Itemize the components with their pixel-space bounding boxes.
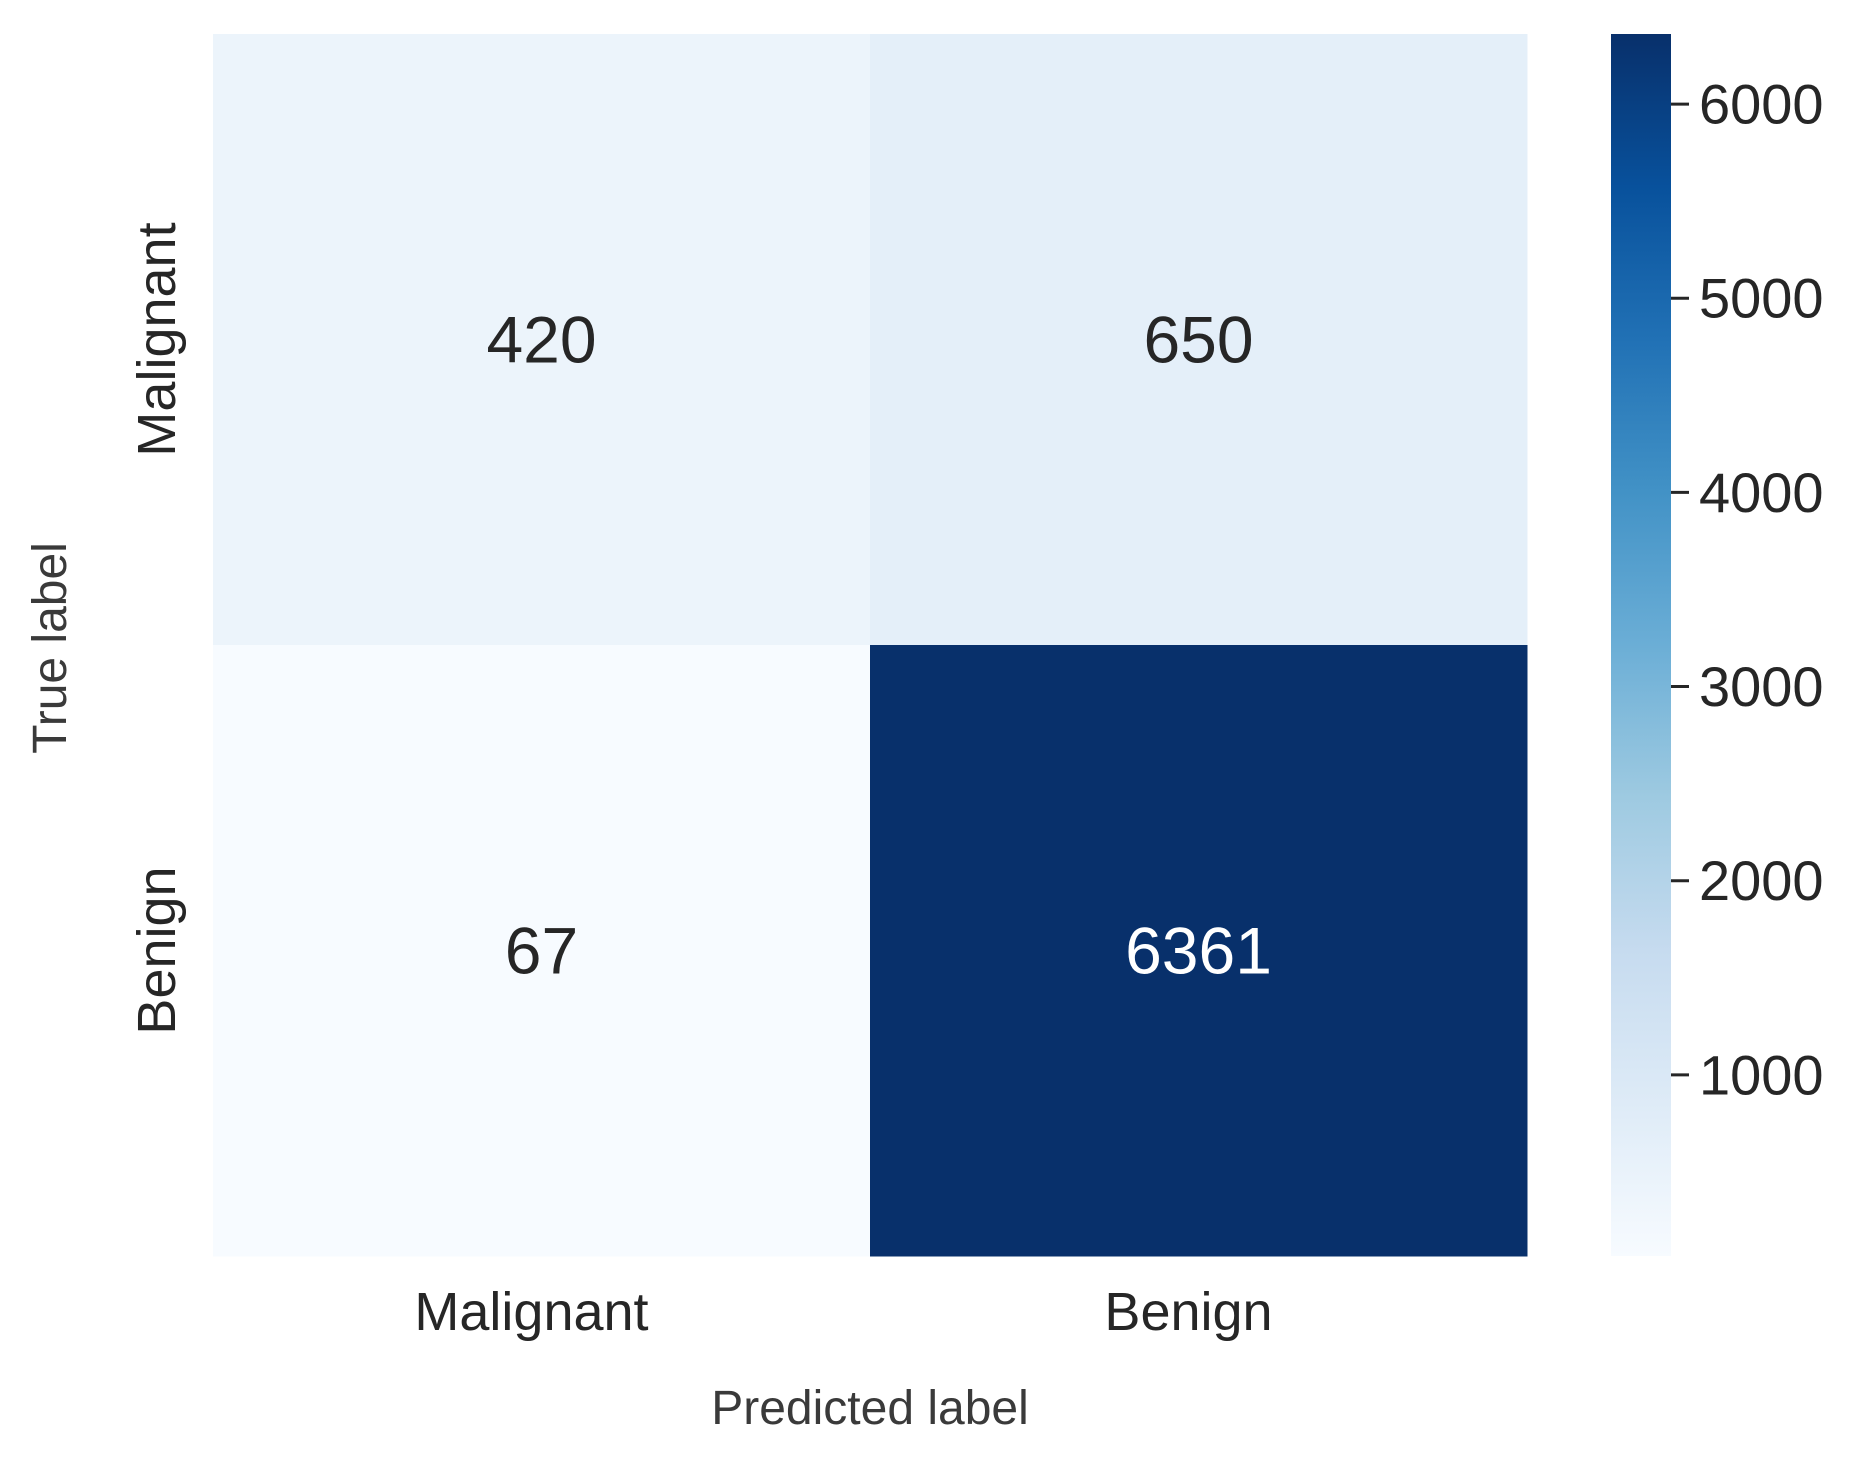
row-tick-label: Benign [127, 866, 187, 1034]
colorbar-tick-label: 4000 [1699, 461, 1824, 524]
heatmap-cell [213, 34, 871, 646]
x-axis-label: Predicted label [711, 1382, 1029, 1435]
cell-value-label: 6361 [1125, 914, 1272, 988]
column-tick-label: Malignant [414, 1282, 648, 1342]
colorbar-tick-label: 5000 [1699, 267, 1824, 330]
heatmap-cell [870, 34, 1528, 646]
colorbar-ticks: 1000 2000 3000 4000 5000 6000 [1671, 73, 1824, 1106]
column-tick-label: Benign [1104, 1282, 1272, 1342]
colorbar-tick-label: 6000 [1699, 73, 1824, 136]
colorbar: 1000 2000 3000 4000 5000 6000 [1611, 34, 1824, 1256]
row-tick-label: Malignant [127, 222, 187, 456]
cell-value-label: 67 [505, 914, 578, 988]
cell-value-label: 420 [486, 303, 596, 377]
colorbar-tick-label: 3000 [1699, 655, 1824, 718]
colorbar-scale [1611, 34, 1671, 1256]
y-axis-label: True label [24, 542, 77, 754]
cell-value-label: 650 [1143, 303, 1253, 377]
heatmap-cells [213, 34, 1528, 1257]
heatmap-cell [213, 645, 871, 1257]
column-tick-labels: Malignant Benign [414, 1282, 1272, 1342]
row-tick-labels: Malignant Benign [127, 222, 187, 1034]
colorbar-tick-label: 1000 [1699, 1043, 1824, 1106]
colorbar-tick-label: 2000 [1699, 849, 1824, 912]
cell-values: 420 650 67 6361 [486, 303, 1271, 988]
heatmap-cell [870, 645, 1528, 1257]
